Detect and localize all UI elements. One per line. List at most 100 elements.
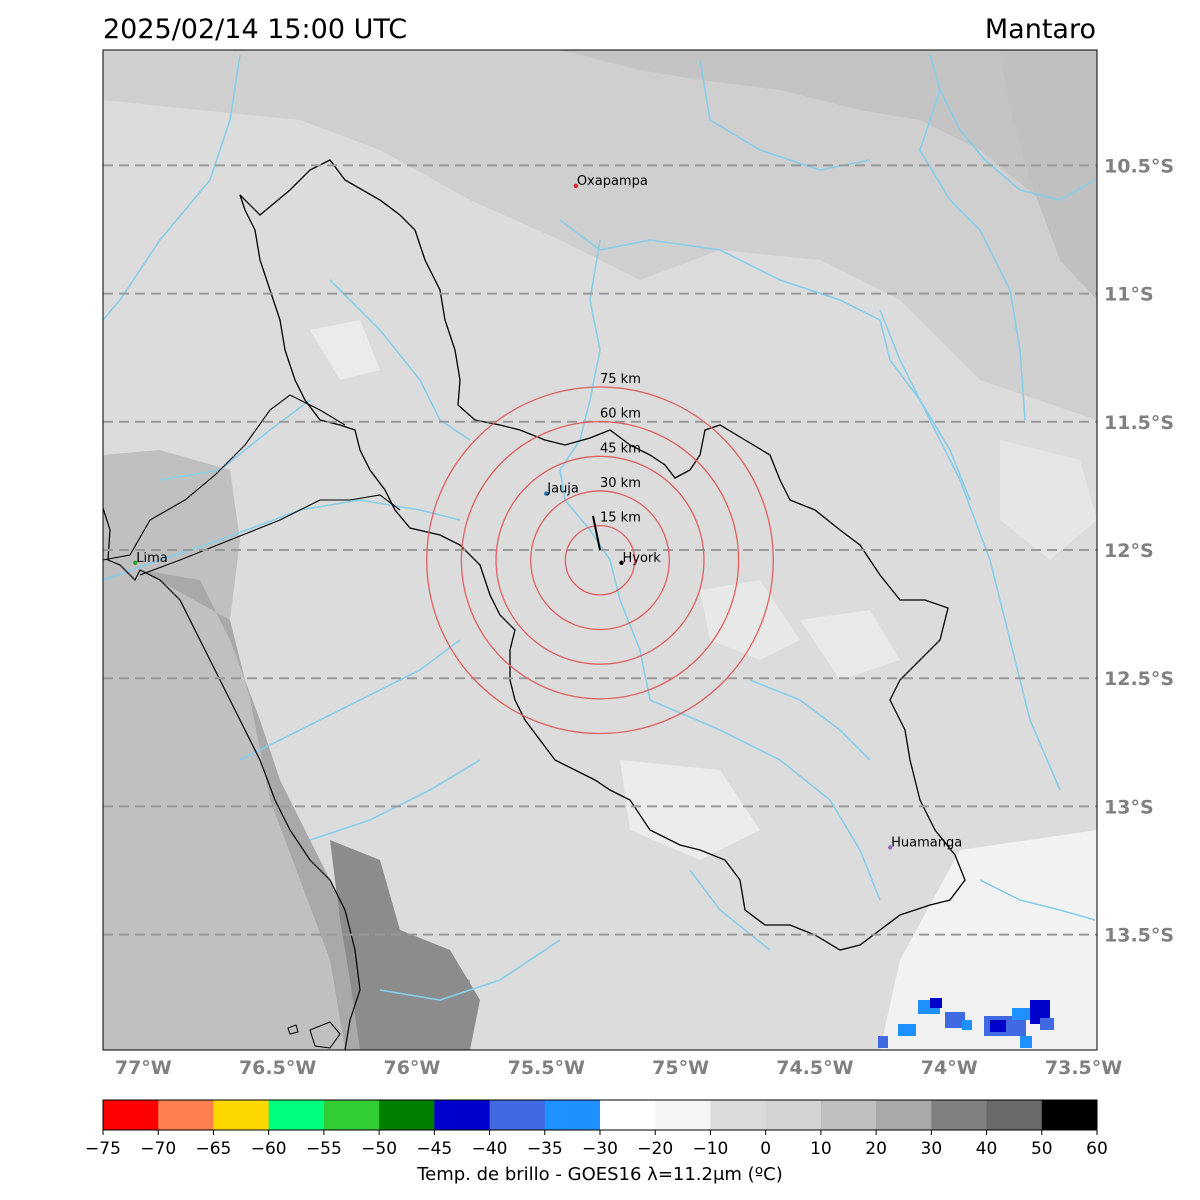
coastline <box>103 507 361 1050</box>
colorbar-segment <box>655 1100 711 1130</box>
colorbar-tick-label: −50 <box>361 1139 397 1159</box>
colorbar-segment <box>379 1100 435 1130</box>
radar-ring-label: 45 km <box>600 441 641 456</box>
lat-axis-labels: 10.5°S 11°S 11.5°S 12°S 12.5°S 13°S 13.5°S <box>1104 155 1174 946</box>
ocean-region <box>103 450 345 1050</box>
radar-ring <box>564 524 636 596</box>
colorbar-tick-label: −45 <box>416 1139 452 1159</box>
radar-ring <box>530 490 670 631</box>
lat-tick-label: 11°S <box>1104 284 1154 306</box>
city-label: Oxapampa <box>577 174 648 189</box>
colorbar-tick-label: −20 <box>637 1139 673 1159</box>
colorbar-segment <box>323 1100 380 1130</box>
city-marker <box>133 560 138 566</box>
cold-cloud-pixels <box>878 998 1054 1048</box>
colorbar-tick-label: −55 <box>306 1139 342 1159</box>
radar-ring-label: 15 km <box>600 511 641 526</box>
colorbar-segment <box>489 1100 546 1130</box>
colorbar-tick-label: −75 <box>85 1139 121 1159</box>
city-label: Lima <box>136 551 167 566</box>
subbasin-divide <box>103 394 346 561</box>
lon-tick-label: 76°W <box>383 1057 440 1079</box>
radar-ring-label: 75 km <box>600 372 641 387</box>
colorbar-segment <box>820 1100 877 1130</box>
colorbar-tick-label: −60 <box>251 1139 287 1159</box>
lon-tick-label: 77°W <box>115 1057 172 1079</box>
colorbar-tick-label: 10 <box>810 1139 832 1159</box>
colorbar-tick-label: −65 <box>195 1139 231 1159</box>
radar-ring <box>495 455 705 665</box>
city-label: Hyork <box>622 551 661 566</box>
lat-tick-label: 13°S <box>1104 796 1154 818</box>
colorbar-segment <box>710 1100 767 1130</box>
colorbar-segment <box>1041 1100 1098 1130</box>
radar-rings: 15 km 30 km 45 km 60 km 75 km <box>426 372 774 735</box>
map-frame <box>102 49 1098 1051</box>
lon-axis-labels: 77°W 76.5°W 76°W 75.5°W 75°W 74.5°W 74°W 73.5°W <box>115 1057 1122 1079</box>
cloud-field-north <box>103 50 1097 420</box>
colorbar-segment <box>268 1100 325 1130</box>
lat-tick-label: 11.5°S <box>1104 412 1174 434</box>
cloud-patch-east2 <box>800 610 900 680</box>
basin-name: Mantaro <box>984 14 1096 45</box>
colorbar-segment <box>600 1100 656 1130</box>
island <box>309 1021 341 1049</box>
colorbar-tick-label: −40 <box>472 1139 508 1159</box>
radar-ring <box>426 386 774 735</box>
colorbar-tick-label: 50 <box>1031 1139 1053 1159</box>
lat-tick-label: 12.5°S <box>1104 668 1174 690</box>
radar-beam <box>592 515 601 551</box>
colorbar-tick-label: 60 <box>1086 1139 1108 1159</box>
colorbar-tick-label: −70 <box>140 1139 176 1159</box>
colorbar-segment <box>931 1100 988 1130</box>
colorbar-segment <box>986 1100 1043 1130</box>
lon-tick-label: 75.5°W <box>508 1057 585 1079</box>
colorbar-tick-label: 40 <box>976 1139 998 1159</box>
radar-ring-label: 60 km <box>600 407 641 422</box>
city-marker <box>619 560 624 566</box>
city-marker <box>573 183 579 189</box>
lon-tick-label: 75°W <box>652 1057 709 1079</box>
colorbar: −75 −70 −65 −60 −55 −50 −45 −40 −35 −30 −20 −10 0 10 2… <box>85 1099 1108 1185</box>
colorbar-segment <box>876 1100 932 1130</box>
colorbar-tick-label: 30 <box>921 1139 943 1159</box>
island-small <box>287 1024 299 1035</box>
colorbar-segment <box>765 1100 822 1130</box>
cloud-patch-east <box>1000 440 1097 560</box>
lon-tick-label: 76.5°W <box>239 1057 316 1079</box>
city-marker <box>887 845 893 850</box>
city-marker <box>544 491 549 496</box>
basin-boundary <box>239 159 966 951</box>
lat-tick-label: 12°S <box>1104 540 1154 562</box>
city-label: Jauja <box>546 482 579 497</box>
city-label: Huamanga <box>891 835 962 850</box>
lon-tick-label: 74.5°W <box>776 1057 853 1079</box>
cloud-patch-south <box>620 760 760 860</box>
colorbar-tick-label: −35 <box>527 1139 563 1159</box>
subbasin-divide-2 <box>139 494 401 576</box>
colorbar-tick-label: 20 <box>865 1139 887 1159</box>
colorbar-segment <box>544 1100 601 1130</box>
city-markers: Oxapampa Jauja Hyork Lima Huamanga <box>133 174 962 850</box>
colorbar-segment <box>103 1100 159 1130</box>
colorbar-tick-label: −30 <box>582 1139 618 1159</box>
colorbar-tick-label: −10 <box>692 1139 728 1159</box>
map-datetime: 2025/02/14 15:00 UTC <box>103 14 408 45</box>
lon-tick-label: 74°W <box>921 1057 978 1079</box>
lat-tick-label: 13.5°S <box>1104 925 1174 947</box>
cloud-patch-se <box>880 830 1097 1050</box>
colorbar-tick-label: 0 <box>760 1139 771 1159</box>
cloud-field-north-dark <box>560 50 1097 240</box>
colorbar-segment <box>213 1100 270 1130</box>
radar-ring <box>460 421 740 700</box>
colorbar-segment <box>158 1100 214 1130</box>
radar-ring-label: 30 km <box>600 476 641 491</box>
rivers <box>103 54 1096 1001</box>
lon-tick-label: 73.5°W <box>1045 1057 1122 1079</box>
colorbar-segment <box>434 1100 491 1130</box>
map-panel: 15 km 30 km 45 km 60 km 75 km Oxapampa Jauja H… <box>103 50 1097 1050</box>
coastal-darkest <box>330 840 480 1050</box>
cloud-patch-center <box>700 580 800 660</box>
cloud-patch-nw <box>310 320 380 380</box>
